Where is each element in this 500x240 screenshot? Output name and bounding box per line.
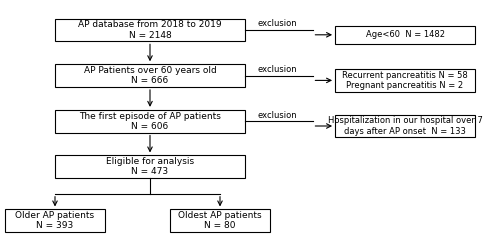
Bar	[55, 156, 245, 178]
Text: Hospitalization in our hospital over 7: Hospitalization in our hospital over 7	[328, 116, 482, 126]
Bar	[55, 64, 245, 87]
Text: exclusion: exclusion	[258, 65, 298, 74]
Bar	[5, 209, 105, 232]
Text: AP Patients over 60 years old: AP Patients over 60 years old	[84, 66, 216, 75]
Bar	[170, 209, 270, 232]
Text: Age<60  N = 1482: Age<60 N = 1482	[366, 30, 444, 39]
Text: N = 666: N = 666	[132, 76, 168, 85]
Text: exclusion: exclusion	[258, 111, 298, 120]
Text: Older AP patients: Older AP patients	[16, 211, 94, 220]
Text: N = 473: N = 473	[132, 167, 168, 176]
Text: N = 393: N = 393	[36, 221, 74, 230]
Text: exclusion: exclusion	[258, 19, 298, 29]
Bar	[335, 69, 475, 92]
Text: N = 606: N = 606	[132, 122, 168, 131]
Text: Pregnant pancreatitis N = 2: Pregnant pancreatitis N = 2	[346, 81, 464, 90]
Text: AP database from 2018 to 2019: AP database from 2018 to 2019	[78, 20, 222, 30]
Bar	[335, 26, 475, 44]
Text: Oldest AP patients: Oldest AP patients	[178, 211, 262, 220]
Bar	[55, 19, 245, 41]
Bar	[335, 115, 475, 137]
Text: The first episode of AP patients: The first episode of AP patients	[79, 112, 221, 121]
Text: Recurrent pancreatitis N = 58: Recurrent pancreatitis N = 58	[342, 71, 468, 80]
Text: days after AP onset  N = 133: days after AP onset N = 133	[344, 126, 466, 136]
Text: N = 80: N = 80	[204, 221, 236, 230]
Text: N = 2148: N = 2148	[128, 30, 172, 40]
Text: Eligible for analysis: Eligible for analysis	[106, 157, 194, 166]
Bar	[55, 110, 245, 132]
